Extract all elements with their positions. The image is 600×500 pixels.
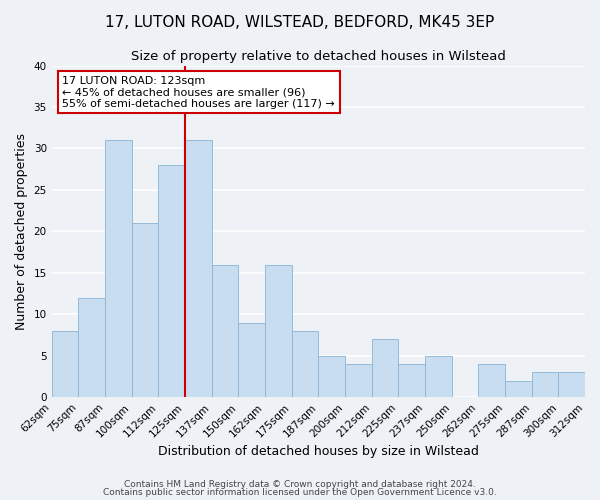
Bar [105,140,131,397]
Bar [212,264,238,397]
Text: 17 LUTON ROAD: 123sqm
← 45% of detached houses are smaller (96)
55% of semi-deta: 17 LUTON ROAD: 123sqm ← 45% of detached … [62,76,335,108]
Bar [559,372,585,397]
Text: Contains HM Land Registry data © Crown copyright and database right 2024.: Contains HM Land Registry data © Crown c… [124,480,476,489]
Bar [345,364,371,397]
Text: 17, LUTON ROAD, WILSTEAD, BEDFORD, MK45 3EP: 17, LUTON ROAD, WILSTEAD, BEDFORD, MK45 … [106,15,494,30]
Bar [185,140,212,397]
Bar [265,264,292,397]
Bar [52,331,79,397]
Y-axis label: Number of detached properties: Number of detached properties [15,133,28,330]
Bar [131,223,158,397]
Bar [532,372,559,397]
Title: Size of property relative to detached houses in Wilstead: Size of property relative to detached ho… [131,50,506,63]
Bar [238,322,265,397]
Bar [505,380,532,397]
Bar [158,165,185,397]
Bar [425,356,452,397]
Bar [79,298,105,397]
Text: Contains public sector information licensed under the Open Government Licence v3: Contains public sector information licen… [103,488,497,497]
Bar [371,339,398,397]
X-axis label: Distribution of detached houses by size in Wilstead: Distribution of detached houses by size … [158,444,479,458]
Bar [398,364,425,397]
Bar [319,356,345,397]
Bar [292,331,319,397]
Bar [478,364,505,397]
